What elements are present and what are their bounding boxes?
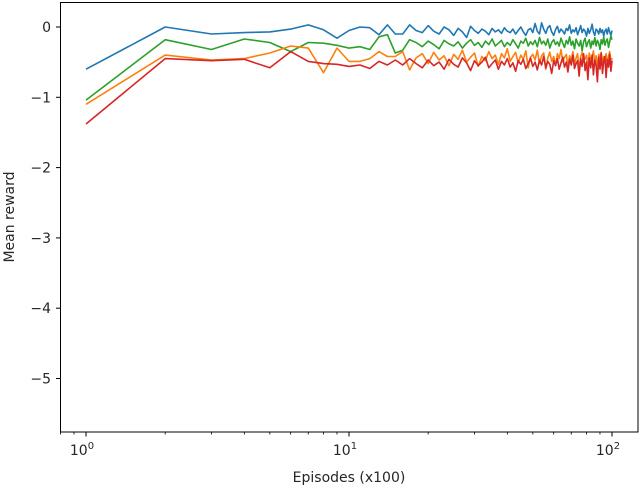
y-axis: 0 −1 −2 −3 −4 −5 (30, 20, 61, 388)
series-line-red (85, 50, 613, 125)
y-tick-label: −4 (30, 301, 51, 317)
y-tick-label: 0 (42, 20, 51, 36)
x-axis: 100 101 102 (60, 432, 620, 459)
x-tick-label: 102 (596, 441, 620, 459)
x-tick-label: 100 (70, 441, 94, 459)
y-axis-label: Mean reward (2, 171, 18, 262)
x-axis-label: Episodes (x100) (293, 470, 406, 486)
y-tick-label: −3 (30, 231, 51, 247)
y-tick-label: −5 (30, 372, 51, 388)
y-tick-label: −1 (30, 90, 51, 106)
y-tick-label: −2 (30, 161, 51, 177)
series-lines (85, 21, 613, 125)
series-line-blue (85, 21, 613, 70)
x-tick-label: 101 (333, 441, 357, 459)
series-line-green (85, 33, 613, 101)
series-line-orange (85, 45, 613, 105)
